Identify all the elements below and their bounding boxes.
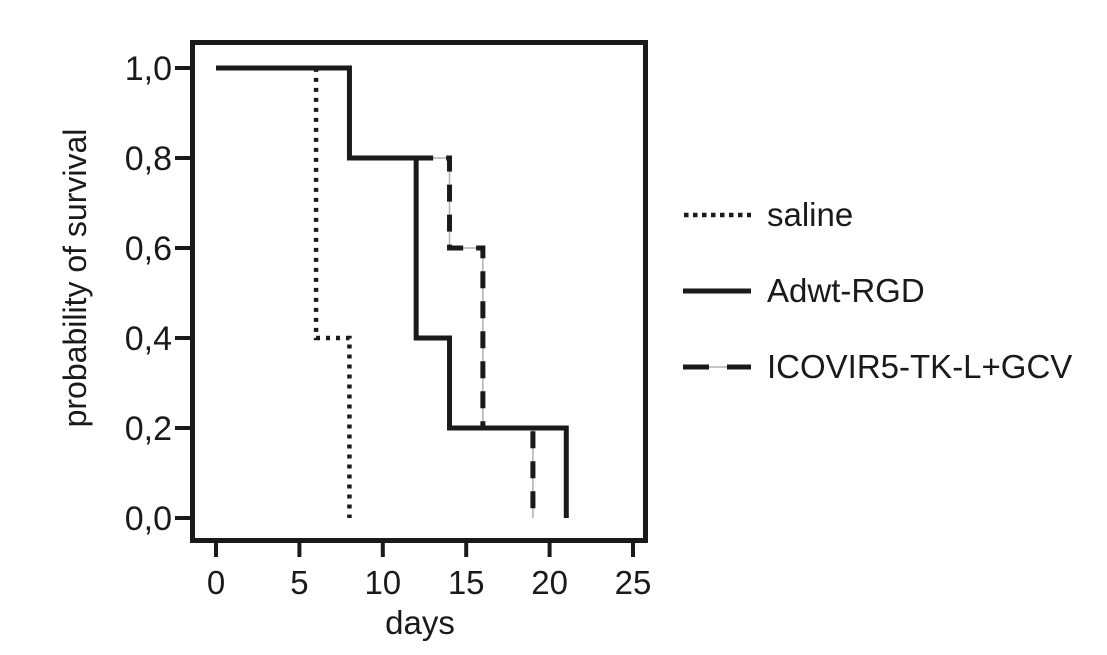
legend-item-saline: saline: [683, 193, 1072, 237]
legend-item-icovir5-tk-l-gcv: ICOVIR5-TK-L+GCV: [683, 345, 1072, 389]
y-tick-label: 0,4: [125, 320, 172, 358]
x-tick-label: 5: [290, 564, 308, 601]
x-axis-label: days: [385, 604, 455, 641]
y-tick-label: 0,0: [125, 500, 172, 538]
x-tick-label: 0: [207, 564, 225, 601]
legend-item-adwt-rgd: Adwt-RGD: [683, 269, 1072, 313]
dotted-line-swatch-icon: [684, 212, 751, 218]
dashed-line-swatch-icon: [683, 364, 751, 370]
legend: saline Adwt-RGD ICOVIR5-TK-L+GCV: [683, 193, 1072, 421]
legend-label-icovir5-tk-l-gcv: ICOVIR5-TK-L+GCV: [767, 348, 1073, 385]
x-tick-label: 20: [531, 564, 568, 601]
y-tick-label: 0,2: [125, 410, 172, 448]
icovir5-tk-l-gcv-curve: [416, 155, 536, 518]
legend-label-saline: saline: [767, 196, 854, 233]
legend-label-adwt-rgd: Adwt-RGD: [767, 272, 925, 309]
y-tick-label: 1,0: [125, 50, 172, 88]
solid-line-swatch-icon: [683, 288, 751, 294]
adwt-rgd-curve: [216, 65, 569, 518]
y-tick-label: 0,8: [125, 140, 172, 178]
y-axis-label: probability of survival: [57, 129, 93, 428]
y-tick-label: 0,6: [125, 230, 172, 268]
x-tick-label: 25: [615, 564, 652, 601]
saline-curve: [216, 65, 352, 518]
x-tick-label: 15: [448, 564, 485, 601]
x-tick-label: 10: [364, 564, 401, 601]
plot-border: [190, 40, 648, 543]
